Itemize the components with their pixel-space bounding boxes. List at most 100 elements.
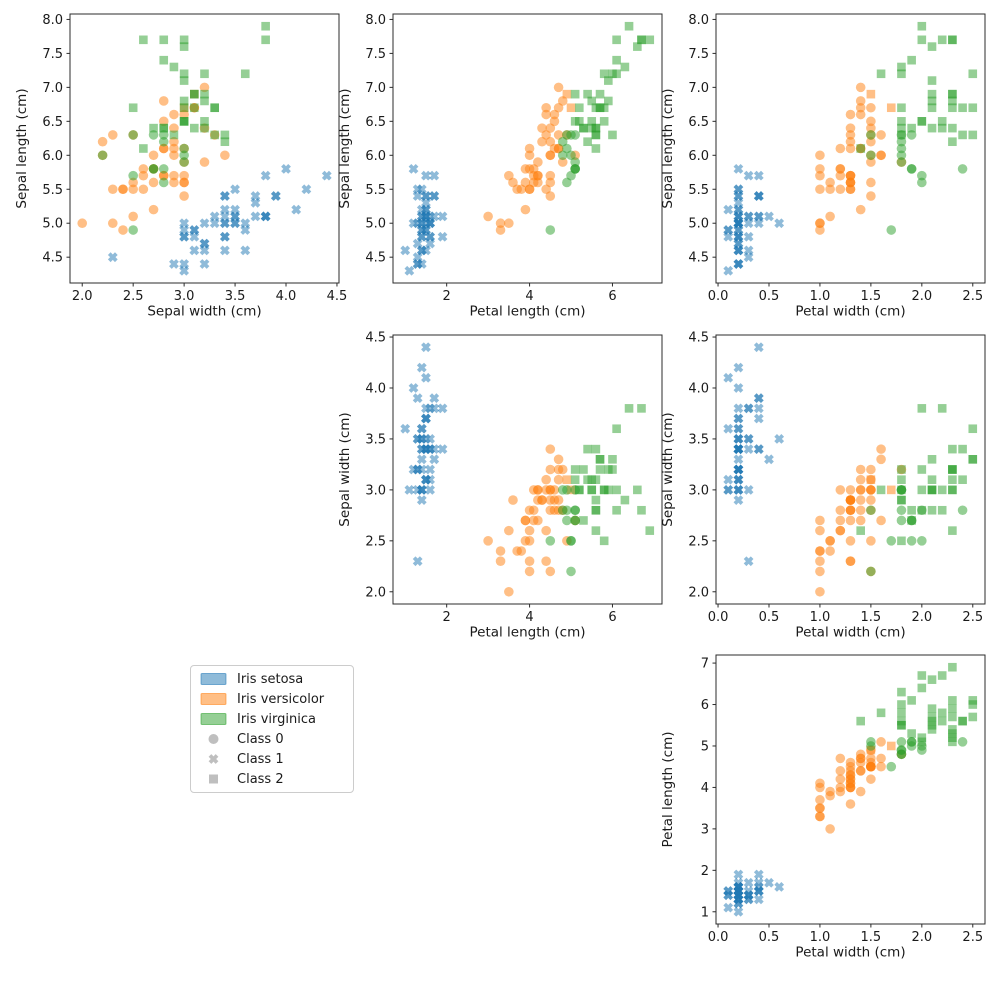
- scatter-point: [583, 475, 592, 484]
- scatter-point: [907, 505, 916, 515]
- scatter-point: [416, 464, 427, 475]
- scatter-point: [753, 886, 764, 896]
- scatter-point: [886, 485, 896, 495]
- scatter-point: [917, 505, 927, 515]
- scatter-point: [604, 96, 613, 106]
- scatter-point: [906, 515, 917, 526]
- legend-label: Iris versicolor: [237, 691, 325, 707]
- scatter-point: [520, 204, 531, 215]
- scatter-point: [624, 404, 634, 413]
- scatter-point: [937, 35, 947, 45]
- scatter-point: [190, 103, 199, 113]
- y-tick-label: 3.5: [688, 432, 709, 447]
- scatter-point: [917, 733, 927, 742]
- scatter-point: [612, 35, 621, 45]
- scatter-point: [876, 485, 886, 495]
- x-tick-label: 4: [525, 610, 533, 625]
- scatter-point: [179, 259, 190, 269]
- scatter-point: [897, 475, 906, 484]
- scatter-point: [897, 123, 906, 133]
- scatter-point: [896, 737, 907, 747]
- y-axis-label: Sepal width (cm): [660, 412, 676, 526]
- scatter-point: [169, 177, 179, 188]
- scatter-point: [595, 455, 605, 464]
- scatter-point: [866, 485, 876, 495]
- scatter-point: [624, 21, 634, 31]
- scatter-point: [179, 69, 189, 79]
- scatter-point: [599, 485, 609, 495]
- scatter-point: [220, 130, 230, 140]
- scatter-point: [927, 505, 937, 515]
- scatter-point: [743, 231, 754, 242]
- y-tick-label: 3: [701, 822, 709, 837]
- scatter-point: [855, 204, 866, 215]
- scatter-point: [179, 42, 189, 51]
- scatter-point: [866, 102, 876, 113]
- y-tick-label: 7.0: [42, 81, 63, 96]
- scatter-point: [504, 170, 514, 181]
- scatter-point: [612, 505, 621, 515]
- scatter-point: [412, 556, 423, 567]
- y-tick-label: 4.5: [688, 251, 709, 266]
- x-tick-label: 2.5: [962, 610, 983, 625]
- scatter-point: [545, 170, 556, 181]
- legend-item-virginica: Iris virginica: [191, 709, 353, 729]
- scatter-point: [579, 516, 588, 525]
- scatter-point: [876, 150, 886, 161]
- scatter-point: [733, 423, 744, 434]
- scatter-point: [612, 55, 621, 65]
- scatter-point: [723, 265, 734, 276]
- scatter-point: [261, 35, 270, 45]
- scatter-point: [169, 109, 179, 120]
- scatter-point: [845, 757, 856, 768]
- scatter-point: [148, 164, 159, 174]
- scatter-point: [927, 89, 937, 99]
- scatter-point: [219, 245, 230, 256]
- y-tick-label: 3.5: [365, 432, 386, 447]
- scatter-point: [128, 184, 138, 195]
- scatter-point: [733, 906, 744, 917]
- scatter-point: [591, 130, 601, 140]
- scatter-point: [566, 566, 576, 577]
- x-tick-label: 1.5: [861, 610, 882, 625]
- scatter-point: [128, 177, 138, 188]
- scatter-point: [200, 96, 209, 106]
- scatter-point: [562, 475, 572, 484]
- scatter-point: [815, 150, 825, 161]
- y-tick-label: 4.0: [688, 381, 709, 396]
- scatter-point: [815, 556, 825, 567]
- scatter-point: [845, 495, 856, 505]
- scatter-point: [179, 170, 189, 181]
- scatter-point: [896, 749, 907, 760]
- scatter-point: [897, 687, 906, 697]
- scatter-point: [408, 383, 419, 393]
- scatter-point: [579, 465, 588, 474]
- scatter-point: [149, 123, 158, 133]
- scatter-point: [557, 505, 568, 516]
- subplot-petal_length-vs-petal_width: 0.0 0.5 1.0 1.5 2.0 2.5 1 2 3 4 5 6 7 Petal width (cm…: [660, 654, 986, 961]
- scatter-point: [733, 413, 744, 424]
- scatter-point: [421, 474, 431, 485]
- scatter-point: [587, 117, 597, 126]
- subplot-sepal_width-vs-petal_length: 2 4 6 2.0 2.5 3.0 3.5 4.0 4.5 Petal length (cm) Se…: [337, 331, 663, 641]
- scatter-point: [866, 536, 876, 546]
- scatter-point: [148, 150, 159, 161]
- scatter-point: [927, 76, 937, 85]
- y-tick-label: 4.0: [365, 381, 386, 396]
- scatter-point: [190, 89, 199, 99]
- scatter-point: [917, 485, 927, 495]
- scatter-point: [570, 164, 580, 174]
- scatter-point: [240, 225, 251, 235]
- scatter-point: [845, 505, 856, 516]
- scatter-point: [733, 362, 744, 373]
- scatter-point: [545, 566, 556, 577]
- scatter-point: [743, 434, 754, 444]
- scatter-point: [637, 404, 646, 413]
- scatter-point: [753, 869, 764, 880]
- scatter-point: [733, 383, 744, 393]
- legend-item-setosa: Iris setosa: [191, 669, 353, 689]
- scatter-point: [927, 475, 937, 484]
- scatter-point: [764, 454, 774, 465]
- scatter-point: [835, 753, 846, 764]
- scatter-point: [483, 536, 493, 546]
